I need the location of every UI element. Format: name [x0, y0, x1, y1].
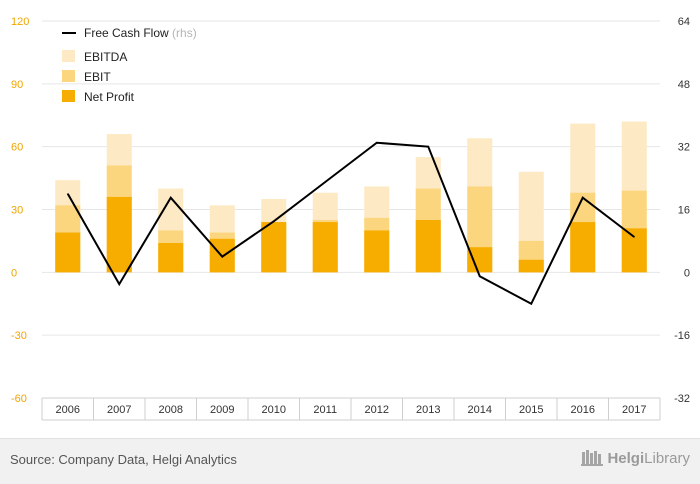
logo-brand-library: Library [644, 449, 690, 467]
category-label-2009: 2009 [210, 404, 234, 416]
bar-net-profit-2017 [621, 228, 647, 273]
library-shelf-icon [581, 450, 604, 466]
point-free-cash-flow-2011 [324, 181, 326, 183]
chart: 120 90 60 30 0 -30 -60 64 48 32 16 0 -16 -32 2006 2007 2… [11, 16, 690, 421]
legend-swatch-ebitda [62, 50, 75, 62]
point-free-cash-flow-2017 [633, 236, 635, 238]
left-axis-tick-label: 90 [11, 79, 23, 91]
legend-swatch-ebit [62, 70, 75, 82]
left-axis-tick-label: 60 [11, 142, 23, 154]
left-axis-tick-label: 0 [11, 267, 17, 279]
right-axis-tick-label: 48 [678, 79, 690, 91]
bar-net-profit-2008 [158, 243, 184, 273]
bar-net-profit-2013 [415, 219, 441, 273]
legend-label-free-cash-flow: Free Cash Flow (rhs) [84, 26, 197, 40]
bar-net-profit-2006 [55, 232, 81, 273]
bar-net-profit-2011 [312, 222, 338, 273]
left-axis-tick-label: 120 [11, 16, 29, 28]
point-free-cash-flow-2009 [221, 256, 223, 258]
right-axis-tick-label: 16 [678, 205, 690, 217]
point-free-cash-flow-2010 [273, 220, 275, 222]
legend-label-ebit: EBIT [84, 70, 111, 84]
category-label-2007: 2007 [107, 404, 131, 416]
category-label-2015: 2015 [519, 404, 543, 416]
bar-net-profit-2015 [518, 259, 544, 273]
left-axis-tick-label: -60 [11, 393, 27, 405]
source-note: Source: Company Data, Helgi Analytics [10, 452, 237, 467]
category-label-2011: 2011 [313, 404, 337, 416]
point-free-cash-flow-2016 [582, 197, 584, 199]
category-label-2006: 2006 [56, 404, 80, 416]
point-free-cash-flow-2015 [530, 303, 532, 305]
legend-suffix-rhs: (rhs) [172, 26, 197, 40]
right-axis-tick-label: -16 [674, 330, 690, 342]
left-axis-tick-label: -30 [11, 330, 27, 342]
category-label-2013: 2013 [416, 404, 440, 416]
category-label-2014: 2014 [468, 404, 492, 416]
point-free-cash-flow-2007 [118, 283, 120, 285]
footer: Source: Company Data, Helgi Analytics He… [0, 438, 700, 484]
left-axis-tick-label: 30 [11, 205, 23, 217]
legend-label-ebitda: EBITDA [84, 50, 127, 64]
category-label-2017: 2017 [622, 404, 646, 416]
right-axis-tick-label: 0 [684, 267, 690, 279]
point-free-cash-flow-2012 [376, 142, 378, 144]
line-free-cash-flow [66, 141, 635, 306]
legend-swatch-net-profit [62, 90, 75, 102]
category-label-2010: 2010 [262, 404, 286, 416]
right-axis-tick-label: 64 [678, 16, 690, 28]
right-axis-tick-label: 32 [678, 142, 690, 154]
logo-brand-helgi: Helgi [607, 449, 645, 467]
right-axis-tick-label: -32 [674, 393, 690, 405]
bar-net-profit-2012 [364, 230, 390, 273]
bar-net-profit-2014 [467, 247, 493, 273]
bar-net-profit-2016 [570, 222, 596, 273]
category-label-2012: 2012 [365, 404, 389, 416]
category-label-2008: 2008 [159, 404, 183, 416]
point-free-cash-flow-2006 [67, 193, 69, 195]
bar-net-profit-2010 [261, 222, 287, 273]
legend-label-net-profit: Net Profit [84, 90, 135, 104]
point-free-cash-flow-2014 [479, 275, 481, 277]
helgi-library-logo[interactable]: Helgi Library [581, 449, 690, 467]
bar-net-profit-2007 [106, 196, 132, 273]
point-free-cash-flow-2013 [427, 146, 429, 148]
category-label-2016: 2016 [571, 404, 595, 416]
point-free-cash-flow-2008 [170, 197, 172, 199]
